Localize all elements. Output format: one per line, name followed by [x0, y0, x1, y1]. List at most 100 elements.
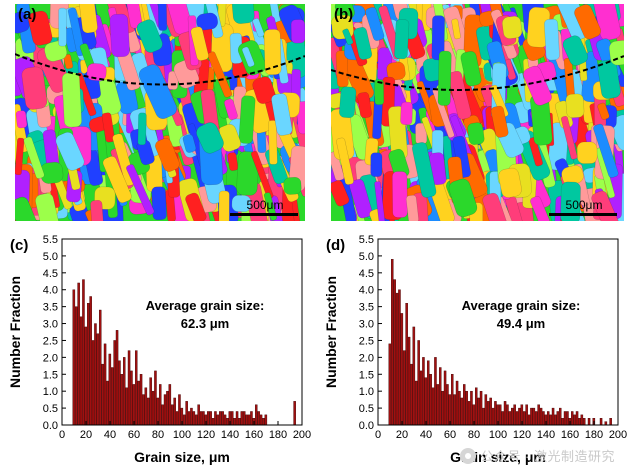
histogram-bar: [391, 259, 394, 426]
grain: [400, 101, 413, 125]
histogram-bar: [523, 411, 526, 426]
histogram-bar: [566, 411, 569, 426]
grain: [35, 193, 60, 221]
grain: [451, 18, 461, 40]
histogram-bar: [460, 397, 464, 426]
x-tick-label: 80: [152, 429, 164, 441]
y-tick-label: 1.0: [43, 386, 58, 398]
histogram-bar: [185, 401, 188, 426]
scale-bar-line: [230, 213, 298, 216]
histogram-bar: [465, 390, 468, 426]
histogram-bar: [209, 411, 212, 426]
histogram-bar: [101, 363, 104, 426]
grain: [528, 137, 543, 167]
histogram-bar: [118, 360, 121, 426]
grain: [126, 164, 155, 216]
scale-bar-label: 500μm: [566, 198, 603, 212]
histogram-bar: [175, 411, 179, 426]
watermark: 公众号 · 激光制造研究: [460, 446, 615, 465]
histogram-c: 0 20 40 60 80 100 120 140 160 180 200 0.0 0.5 1.0 1.5 2…: [7, 234, 311, 465]
histogram-bar: [134, 350, 138, 426]
ebsd-map-a-image: 500μm: [15, 4, 305, 221]
histogram-bar: [144, 387, 148, 426]
grain: [437, 50, 452, 106]
histogram-bar: [436, 384, 440, 426]
grain: [597, 59, 621, 99]
grain: [357, 92, 372, 119]
grain: [331, 180, 350, 207]
grain: [597, 102, 610, 120]
histogram-bar: [458, 390, 461, 426]
histogram-bar: [403, 350, 406, 426]
scale-bar: 500μm: [549, 198, 617, 216]
histogram-bar: [110, 367, 114, 426]
histogram-d: 0 20 40 60 80 100 120 140 160 180 200 0.0 0.5 1.0 1.5 2…: [323, 234, 627, 465]
grain: [139, 64, 177, 119]
histogram-bar: [103, 343, 107, 426]
histogram-bar: [199, 411, 203, 426]
x-tick-label: 60: [128, 429, 140, 441]
histogram-bar: [571, 411, 574, 426]
histogram-bar: [451, 374, 454, 426]
histogram-bar: [137, 380, 140, 426]
x-tick-label: 120: [513, 429, 531, 441]
histogram-bar: [513, 404, 516, 426]
grain: [448, 71, 472, 120]
y-tick-label: 2.5: [43, 335, 58, 347]
scale-bar-line: [549, 213, 617, 216]
grain: [490, 105, 509, 138]
grain: [576, 141, 598, 164]
histogram-bar: [158, 384, 162, 426]
histogram-bar: [247, 414, 251, 426]
grain: [15, 11, 30, 34]
grain: [448, 178, 478, 218]
x-tick-label: 140: [537, 429, 555, 441]
histogram-bar: [238, 418, 241, 426]
histogram-bar: [132, 384, 136, 426]
grain: [236, 151, 260, 196]
histogram-bar: [168, 384, 172, 426]
y-tick-label: 0.5: [359, 403, 374, 415]
histogram-bar: [149, 377, 152, 426]
histogram-bar: [511, 407, 514, 426]
grain: [482, 192, 510, 221]
grain: [339, 86, 357, 118]
histogram-bar: [166, 390, 169, 426]
histogram-bar: [475, 387, 478, 426]
histogram-bar: [424, 377, 428, 426]
histogram-bar: [393, 279, 396, 426]
histogram-bar: [221, 411, 224, 426]
histogram-bar: [250, 411, 253, 426]
grain: [23, 136, 45, 179]
grain: [467, 122, 485, 145]
x-tick-label: 180: [269, 429, 287, 441]
y-tick-label: 3.5: [359, 302, 374, 314]
histogram-bar: [527, 414, 531, 426]
grain: [136, 19, 163, 53]
x-tick-label: 200: [609, 429, 627, 441]
y-tick-label: 2.0: [359, 352, 374, 364]
x-tick-label: 100: [173, 429, 191, 441]
y-tick-label: 3.5: [43, 302, 58, 314]
x-tick-label: 40: [104, 429, 116, 441]
histogram-bar: [98, 309, 102, 426]
histogram-bar: [609, 418, 612, 426]
grain: [489, 84, 509, 118]
histogram-bar: [216, 414, 220, 426]
x-tick-label: 200: [293, 429, 311, 441]
grain: [412, 142, 437, 198]
annotation-average-label: Average grain size:: [146, 298, 265, 313]
histogram-bar: [427, 360, 430, 426]
histogram-bar: [163, 394, 167, 426]
grain: [252, 76, 276, 104]
x-tick-label: 60: [444, 429, 456, 441]
histogram-bar: [455, 380, 459, 426]
histogram-bar: [407, 336, 411, 426]
histogram-bar: [257, 411, 260, 426]
histogram-bar: [161, 404, 164, 426]
scale-bar-label: 500μm: [247, 198, 284, 212]
histogram-bar: [491, 407, 495, 426]
histogram-bar: [82, 279, 85, 426]
histogram-bar: [130, 370, 133, 426]
grain: [21, 66, 48, 110]
